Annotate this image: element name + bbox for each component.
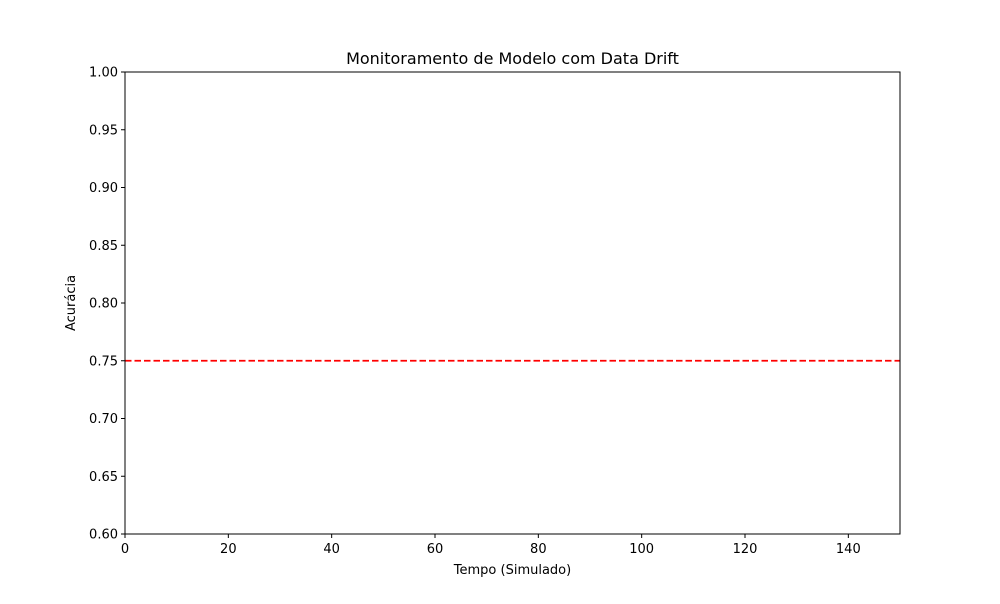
- x-axis-ticks: 0 20 40 60 80 100 120 140: [121, 534, 861, 557]
- x-tick-label: 60: [427, 542, 444, 557]
- plot-frame: [124, 71, 901, 535]
- x-tick-label: 120: [733, 542, 758, 557]
- x-tick-label: 100: [629, 542, 654, 557]
- x-tick-label: 0: [121, 542, 129, 557]
- y-axis-label: Acurácia: [64, 275, 79, 331]
- y-tick-label: 0.85: [89, 239, 118, 254]
- chart-title: Monitoramento de Modelo com Data Drift: [346, 49, 679, 68]
- y-tick-label: 0.70: [89, 412, 118, 427]
- y-tick-label: 0.60: [89, 528, 118, 543]
- x-tick-label: 80: [530, 542, 547, 557]
- y-axis-ticks: 0.60 0.65 0.70 0.75 0.80 0.85 0.90 0.95 1.00: [89, 66, 125, 543]
- x-tick-label: 40: [323, 542, 340, 557]
- x-tick-label: 20: [220, 542, 237, 557]
- y-tick-label: 0.95: [89, 123, 118, 138]
- y-tick-label: 0.90: [89, 181, 118, 196]
- x-tick-label: 140: [836, 542, 861, 557]
- x-axis-label: Tempo (Simulado): [453, 563, 571, 578]
- y-tick-label: 0.80: [89, 297, 118, 312]
- y-tick-label: 0.65: [89, 470, 118, 485]
- plot-area: [125, 72, 900, 534]
- y-tick-label: 0.75: [89, 354, 118, 369]
- y-tick-label: 1.00: [89, 66, 118, 81]
